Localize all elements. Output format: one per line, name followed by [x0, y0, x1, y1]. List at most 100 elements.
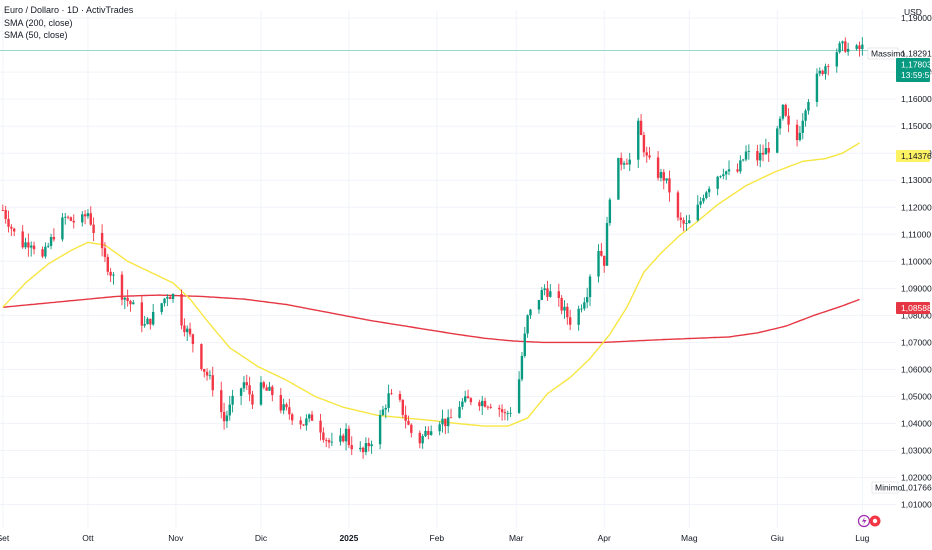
candle-body[interactable]	[483, 400, 487, 407]
candle-body[interactable]	[529, 309, 532, 316]
candle-body[interactable]	[449, 417, 453, 419]
candle-body[interactable]	[795, 124, 799, 141]
candle-body[interactable]	[220, 390, 223, 412]
candle-body[interactable]	[27, 242, 30, 248]
candle-body[interactable]	[378, 415, 382, 445]
candle-body[interactable]	[208, 375, 212, 377]
candle-body[interactable]	[759, 152, 762, 161]
alert-icons[interactable]	[857, 514, 881, 528]
candle-body[interactable]	[685, 223, 688, 224]
candle-body[interactable]	[716, 176, 719, 189]
candle-body[interactable]	[92, 224, 95, 234]
candle-body[interactable]	[52, 237, 56, 240]
candle-body[interactable]	[588, 276, 592, 298]
candle-body[interactable]	[583, 302, 586, 309]
candle-body[interactable]	[364, 443, 368, 453]
candle-body[interactable]	[739, 160, 742, 172]
candle-body[interactable]	[438, 424, 441, 432]
candle-body[interactable]	[285, 404, 288, 408]
candle-body[interactable]	[231, 395, 234, 405]
candle-body[interactable]	[665, 178, 668, 181]
candle-body[interactable]	[251, 394, 254, 405]
candle-body[interactable]	[361, 447, 365, 453]
candle-body[interactable]	[163, 298, 166, 304]
candle-body[interactable]	[41, 249, 44, 257]
candle-body[interactable]	[188, 328, 192, 335]
sma200-line[interactable]	[2, 294, 860, 344]
candlestick-series[interactable]	[1, 37, 864, 459]
candle-body[interactable]	[458, 406, 461, 418]
candle-body[interactable]	[66, 216, 70, 218]
candle-body[interactable]	[225, 415, 229, 422]
candle-body[interactable]	[767, 148, 770, 153]
candle-body[interactable]	[668, 178, 671, 193]
candle-body[interactable]	[401, 399, 404, 415]
candle-body[interactable]	[282, 404, 285, 411]
candle-body[interactable]	[642, 134, 646, 153]
candle-body[interactable]	[585, 297, 589, 303]
candle-body[interactable]	[662, 172, 665, 181]
candle-body[interactable]	[744, 151, 748, 160]
candle-body[interactable]	[106, 256, 109, 272]
candle-body[interactable]	[620, 157, 623, 165]
candle-body[interactable]	[818, 70, 821, 74]
candle-body[interactable]	[103, 248, 107, 257]
candle-body[interactable]	[151, 311, 155, 325]
candle-body[interactable]	[21, 231, 24, 248]
candle-body[interactable]	[645, 152, 648, 156]
candle-body[interactable]	[191, 334, 195, 345]
candle-body[interactable]	[381, 409, 385, 416]
candle-body[interactable]	[568, 317, 572, 325]
candle-body[interactable]	[787, 115, 790, 125]
candle-body[interactable]	[384, 407, 387, 410]
candle-body[interactable]	[242, 382, 246, 389]
candle-body[interactable]	[347, 428, 351, 446]
candle-body[interactable]	[628, 159, 631, 165]
candle-body[interactable]	[262, 382, 266, 388]
candle-body[interactable]	[481, 400, 484, 407]
price-axis[interactable]: 1,190001,170001,160001,150001,140001,130…	[901, 13, 932, 509]
candle-body[interactable]	[506, 413, 509, 414]
candle-body[interactable]	[778, 118, 782, 129]
candle-body[interactable]	[180, 294, 183, 326]
candle-body[interactable]	[517, 379, 521, 413]
candle-body[interactable]	[205, 371, 209, 376]
symbol-title[interactable]: Euro / Dollaro · 1D · ActivTrades	[4, 5, 134, 15]
candle-body[interactable]	[407, 420, 410, 425]
candle-body[interactable]	[489, 406, 492, 408]
candle-body[interactable]	[342, 435, 345, 442]
candle-body[interactable]	[747, 151, 751, 152]
candle-body[interactable]	[222, 411, 226, 422]
candle-body[interactable]	[24, 242, 27, 248]
candle-body[interactable]	[259, 382, 263, 405]
candle-body[interactable]	[722, 174, 725, 177]
candle-body[interactable]	[824, 66, 827, 75]
candle-body[interactable]	[486, 406, 490, 408]
candle-body[interactable]	[469, 398, 473, 403]
candle-body[interactable]	[248, 385, 251, 395]
candle-body[interactable]	[838, 43, 841, 53]
candle-body[interactable]	[500, 409, 504, 413]
candle-body[interactable]	[526, 315, 529, 334]
candle-body[interactable]	[503, 412, 507, 414]
sma50-line[interactable]	[2, 142, 860, 427]
candle-body[interactable]	[696, 204, 700, 221]
candle-body[interactable]	[446, 417, 450, 427]
candle-body[interactable]	[186, 328, 189, 333]
candle-body[interactable]	[112, 274, 115, 276]
candle-body[interactable]	[69, 217, 73, 221]
candle-body[interactable]	[10, 226, 13, 229]
candle-body[interactable]	[801, 120, 804, 133]
candle-body[interactable]	[64, 216, 67, 218]
candle-body[interactable]	[325, 439, 328, 441]
candle-body[interactable]	[327, 440, 331, 443]
candle-body[interactable]	[7, 218, 10, 227]
candle-body[interactable]	[741, 159, 745, 161]
candle-body[interactable]	[160, 303, 163, 312]
candle-body[interactable]	[427, 430, 430, 435]
candle-body[interactable]	[444, 418, 447, 427]
candle-body[interactable]	[815, 73, 819, 102]
candle-body[interactable]	[756, 151, 759, 161]
candle-body[interactable]	[32, 245, 36, 250]
